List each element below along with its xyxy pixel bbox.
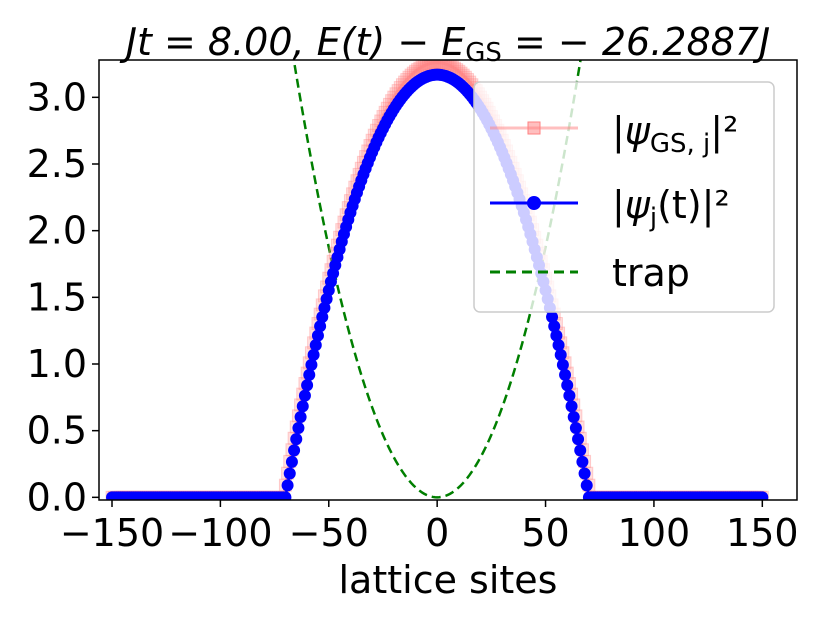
plot-frame xyxy=(98,59,798,501)
time-evolved-point xyxy=(294,411,307,424)
legend-box xyxy=(473,81,775,313)
y-tick-label: 0.5 xyxy=(27,409,87,453)
legend-item-trap: trap xyxy=(490,251,690,295)
time-evolved-point xyxy=(548,320,561,333)
time-evolved-point xyxy=(565,400,578,413)
time-evolved-point xyxy=(556,358,569,371)
x-tick-label: −50 xyxy=(289,511,369,555)
y-tick-label: 3.0 xyxy=(27,75,87,119)
time-evolved-point xyxy=(307,348,320,361)
x-axis-label: lattice sites xyxy=(339,558,558,602)
legend-label-trap: trap xyxy=(612,251,690,295)
y-tick-label: 1.0 xyxy=(27,342,87,386)
ground-state-point xyxy=(435,60,448,70)
time-evolved-point xyxy=(301,379,314,392)
time-evolved-point xyxy=(580,479,593,492)
time-evolved-point xyxy=(569,421,582,434)
x-tick-label: 150 xyxy=(726,511,799,555)
time-evolved-point xyxy=(279,491,292,500)
title-subscript: GS xyxy=(465,38,502,68)
time-evolved-point xyxy=(281,479,294,492)
title-lhs: Jt = 8.00, E(t) − E xyxy=(119,20,465,64)
x-tick-label: 50 xyxy=(521,511,569,555)
time-evolved-point xyxy=(578,467,591,480)
time-evolved-point xyxy=(298,389,311,402)
time-evolved-point xyxy=(303,368,316,381)
x-tick-label: −100 xyxy=(168,511,272,555)
time-evolved-point xyxy=(288,444,301,457)
x-tick-label: 0 xyxy=(425,511,449,555)
time-evolved-point xyxy=(314,320,327,333)
legend-label-ground-state: |ψGS, j|² xyxy=(612,109,738,159)
time-evolved-point xyxy=(285,455,298,468)
y-tick-label: 2.5 xyxy=(27,142,87,186)
time-evolved-point xyxy=(572,433,585,446)
time-evolved-point xyxy=(554,348,567,361)
x-tick-label: −150 xyxy=(60,511,164,555)
legend-marker-ground-state xyxy=(527,121,541,135)
ground-state-point xyxy=(426,60,440,70)
y-ticks: 0.0 0.5 1.0 1.5 2.0 2.5 3.0 xyxy=(27,75,99,519)
time-evolved-point xyxy=(316,310,329,323)
time-evolved-point xyxy=(292,421,305,434)
x-ticks: −150 −100 −50 0 50 100 150 xyxy=(60,500,799,555)
time-evolved-point xyxy=(311,329,324,342)
time-evolved-point xyxy=(559,368,572,381)
time-evolved-point xyxy=(283,467,296,480)
legend-item-ground-state: |ψGS, j|² xyxy=(490,109,738,159)
time-evolved-point xyxy=(576,455,589,468)
x-tick-label: 100 xyxy=(618,511,691,555)
time-evolved-point xyxy=(561,379,574,392)
time-evolved-point xyxy=(290,433,303,446)
time-evolved-point xyxy=(552,339,565,352)
time-evolved-point xyxy=(309,339,322,352)
time-evolved-point xyxy=(550,329,563,342)
legend-marker-time-evolved xyxy=(527,196,541,210)
time-evolved-point xyxy=(563,389,576,402)
time-evolved-point xyxy=(546,310,559,323)
chart-title: Jt = 8.00, E(t) − EGS = − 26.2887J xyxy=(119,20,770,68)
time-evolved-point xyxy=(296,400,309,413)
time-evolved-point xyxy=(567,411,580,424)
y-tick-label: 2.0 xyxy=(27,209,87,253)
legend-label-time-evolved: |ψj(t)|² xyxy=(612,183,730,233)
time-evolved-point xyxy=(756,491,769,500)
legend-item-time-evolved: |ψj(t)|² xyxy=(490,183,730,233)
legend: |ψGS, j|² |ψj(t)|² trap xyxy=(473,81,775,313)
time-evolved-point xyxy=(574,444,587,457)
title-rhs: = − 26.2887J xyxy=(502,20,770,64)
y-tick-label: 0.0 xyxy=(27,475,87,519)
y-tick-label: 1.5 xyxy=(27,275,87,319)
time-evolved-point xyxy=(305,358,318,371)
